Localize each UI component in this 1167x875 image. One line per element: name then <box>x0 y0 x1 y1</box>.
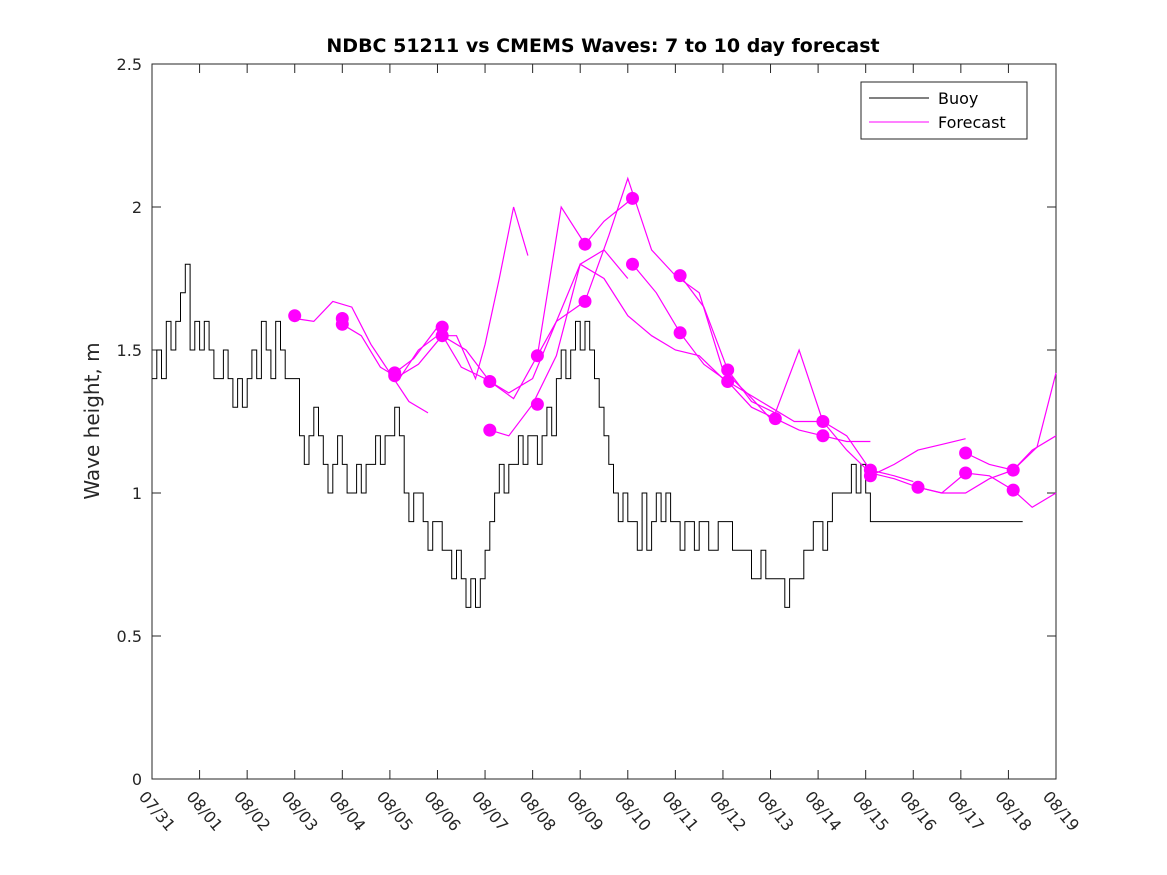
legend: Buoy Forecast <box>860 81 1028 140</box>
x-tick-label: 08/10 <box>611 787 655 835</box>
legend-box <box>860 81 1028 140</box>
forecast-start-marker <box>435 329 449 343</box>
forecast-start-marker <box>1006 483 1020 497</box>
forecast-start-marker <box>816 415 830 428</box>
x-tick-label: 08/19 <box>1039 787 1083 835</box>
forecast-series-line <box>917 472 1057 509</box>
x-tick-label: 08/08 <box>516 787 560 835</box>
y-tick-label: 2 <box>132 198 142 217</box>
buoy-series-line <box>152 263 1023 608</box>
forecast-series-line <box>822 421 1057 494</box>
x-tick-label: 08/03 <box>278 787 322 835</box>
forecast-start-marker <box>863 469 877 483</box>
axes <box>151 63 1057 780</box>
forecast-series-line <box>394 197 633 400</box>
y-tick-label: 2.5 <box>117 55 142 74</box>
x-tick-label: 08/02 <box>230 787 274 835</box>
forecast-start-marker <box>288 309 302 323</box>
x-tick-label: 08/15 <box>849 787 893 835</box>
x-tick-label: 08/16 <box>896 787 940 835</box>
forecast-start-marker <box>911 480 925 494</box>
x-tick-label: 08/11 <box>658 787 702 835</box>
forecast-start-marker <box>721 375 735 388</box>
forecast-start-marker <box>959 446 973 460</box>
forecast-start-marker <box>959 466 973 480</box>
x-tick-label: 07/31 <box>135 787 179 835</box>
forecast-start-marker <box>626 257 639 271</box>
y-tick-label: 1 <box>132 484 142 503</box>
chart-title: NDBC 51211 vs CMEMS Waves: 7 to 10 day f… <box>326 35 879 57</box>
forecast-series-line <box>632 263 871 443</box>
y-tick-label: 0 <box>132 770 142 789</box>
forecast-series-line <box>679 275 914 483</box>
forecast-start-marker <box>768 412 782 426</box>
forecast-start-marker <box>1006 463 1020 477</box>
x-tick-label: 08/14 <box>801 787 845 835</box>
forecast-start-marker <box>578 237 592 251</box>
x-tick-label: 08/09 <box>563 787 607 835</box>
x-tick-label: 08/18 <box>991 787 1035 835</box>
forecast-start-marker <box>626 191 639 205</box>
forecast-series-line <box>394 249 629 394</box>
y-axis-label: Wave height, m <box>80 342 104 499</box>
y-axis-ticks: 0 0.5 1 1.5 2 2.5 <box>117 55 1056 789</box>
forecast-start-marker <box>530 397 544 411</box>
x-tick-label: 08/12 <box>706 787 750 835</box>
y-tick-label: 1.5 <box>117 341 142 360</box>
forecast-start-marker <box>673 269 687 283</box>
forecast-start-marker <box>335 317 349 331</box>
legend-forecast-label: Forecast <box>938 113 1006 132</box>
series-layer <box>152 176 1057 608</box>
x-tick-label: 08/05 <box>373 787 417 835</box>
forecast-start-marker <box>483 375 497 388</box>
plot-area-frame <box>151 63 1057 780</box>
forecast-series-line <box>341 206 529 381</box>
x-tick-label: 08/04 <box>325 787 369 835</box>
forecast-series-line <box>294 300 429 414</box>
x-tick-label: 08/07 <box>468 787 512 835</box>
x-tick-label: 08/06 <box>420 787 464 835</box>
forecast-start-marker <box>578 294 592 308</box>
x-tick-label: 08/01 <box>183 787 227 835</box>
forecast-start-marker <box>388 369 402 383</box>
y-tick-label: 0.5 <box>117 627 142 646</box>
legend-buoy-label: Buoy <box>938 89 978 108</box>
forecast-series-line <box>965 372 1057 471</box>
forecast-series-line <box>870 438 966 477</box>
forecast-start-marker <box>530 349 544 363</box>
x-tick-label: 08/17 <box>944 787 988 835</box>
forecast-start-marker <box>721 363 735 377</box>
forecast-series-line <box>489 263 771 437</box>
x-tick-label: 08/13 <box>753 787 797 835</box>
forecast-start-marker <box>673 326 687 340</box>
forecast-start-marker <box>483 423 497 437</box>
forecast-start-marker <box>816 429 830 443</box>
